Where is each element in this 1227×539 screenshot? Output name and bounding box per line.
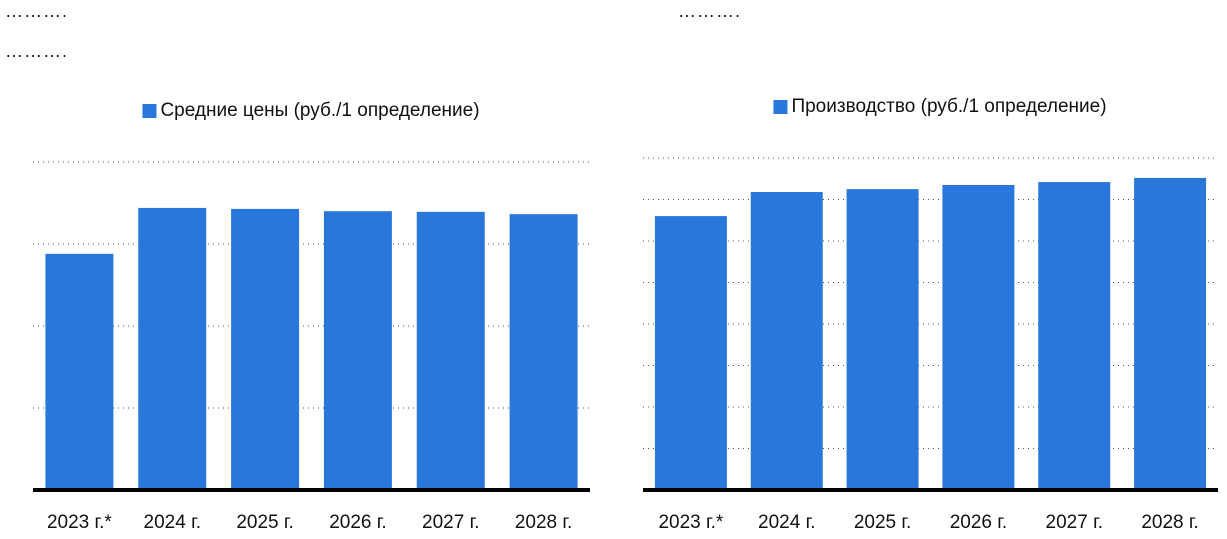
- x-tick-label: 2027 г.: [422, 512, 479, 533]
- bar: [942, 184, 1015, 490]
- x-tick-label: 2026 г.: [329, 512, 386, 533]
- bar: [138, 207, 207, 491]
- chart-title: ……….: [678, 1, 741, 21]
- bar: [846, 189, 919, 490]
- bar: [1038, 182, 1111, 490]
- x-tick-label: 2023 г.*: [47, 512, 112, 533]
- chart-title: ……….: [5, 1, 68, 21]
- bar: [416, 211, 485, 490]
- x-tick-label: 2026 г.: [950, 512, 1007, 533]
- x-tick-label: 2027 г.: [1046, 512, 1103, 533]
- legend-label: Средние цены (руб./1 определение): [160, 100, 479, 121]
- x-tick-label: 2028 г.: [1141, 512, 1198, 533]
- legend-swatch: [142, 104, 157, 118]
- x-tick-label: 2025 г.: [236, 512, 293, 533]
- legend-swatch: [773, 100, 788, 114]
- x-tick-label: 2023 г.*: [658, 512, 723, 533]
- bar: [1134, 177, 1207, 491]
- bar: [654, 216, 727, 490]
- bar: [750, 192, 823, 490]
- x-tick-label: 2025 г.: [854, 512, 911, 533]
- bar: [231, 208, 300, 491]
- x-tick-label: 2028 г.: [515, 512, 572, 533]
- bar: [323, 211, 392, 490]
- bar: [45, 253, 114, 490]
- x-tick-label: 2024 г.: [144, 512, 201, 533]
- x-tick-label: 2024 г.: [758, 512, 815, 533]
- legend-label: Производство (руб./1 определение): [791, 96, 1106, 117]
- chart-subtitle: ……….: [5, 41, 68, 61]
- bar: [509, 214, 578, 491]
